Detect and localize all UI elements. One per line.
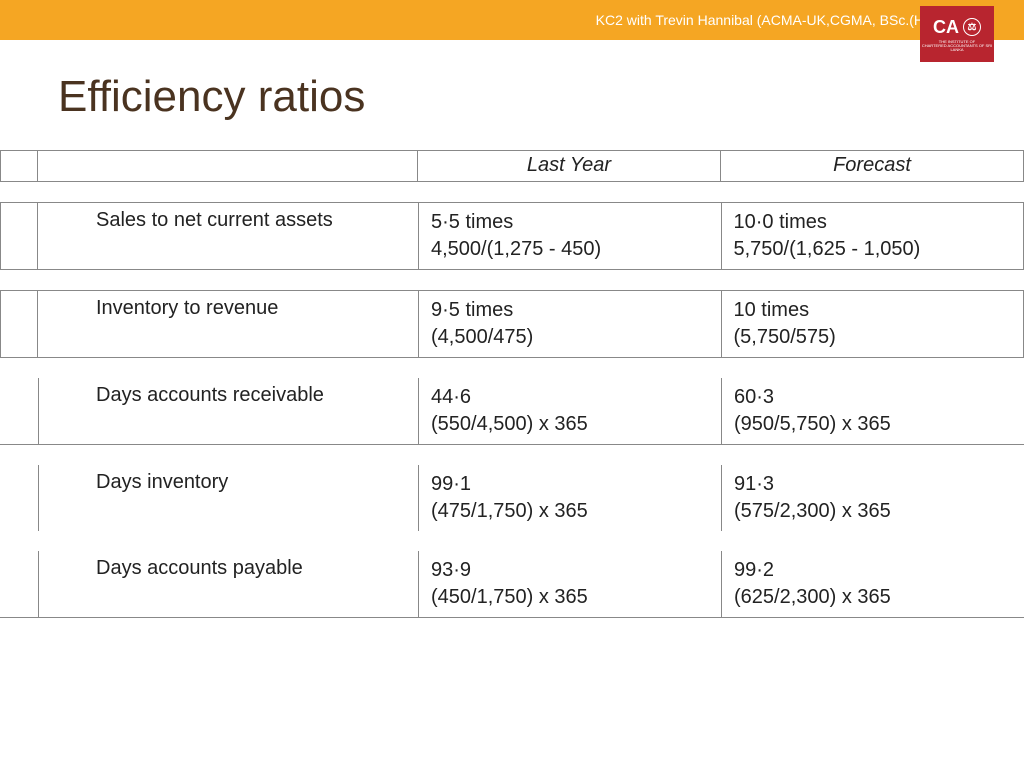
row-stub: [0, 291, 38, 357]
ratio-label: Inventory to revenue: [96, 291, 418, 357]
header-stub: [0, 151, 38, 181]
table-row: Days accounts receivable 44·6 (550/4,500…: [0, 378, 1024, 445]
ratio-last-year: 9·5 times (4,500/475): [418, 291, 721, 357]
ratio-forecast: 10·0 times 5,750/(1,625 - 1,050): [721, 203, 1024, 269]
row-stub: [0, 203, 38, 269]
row-stub: [0, 551, 38, 617]
page-title: Efficiency ratios: [58, 72, 1024, 122]
top-bar: KC2 with Trevin Hannibal (ACMA-UK,CGMA, …: [0, 0, 1024, 40]
row-indent: [38, 203, 96, 269]
ratio-forecast: 99·2 (625/2,300) x 365: [721, 551, 1024, 617]
row-stub: [0, 378, 38, 444]
logo-text: CA: [933, 17, 959, 38]
ratios-table: Last Year Forecast Sales to net current …: [0, 150, 1024, 618]
table-row: Days inventory 99·1 (475/1,750) x 365 91…: [0, 465, 1024, 531]
table-row: Sales to net current assets 5·5 times 4,…: [0, 202, 1024, 270]
ratio-label: Days accounts receivable: [96, 378, 418, 444]
ratio-forecast: 60·3 (950/5,750) x 365: [721, 378, 1024, 444]
row-stub: [0, 465, 38, 531]
logo-subtext: THE INSTITUTE OFCHARTERED ACCOUNTANTS OF…: [920, 40, 994, 52]
header-stub: [38, 151, 418, 181]
row-indent: [38, 465, 96, 531]
ratio-last-year: 5·5 times 4,500/(1,275 - 450): [418, 203, 721, 269]
table-row: Days accounts payable 93·9 (450/1,750) x…: [0, 551, 1024, 618]
logo: CA ⚖ THE INSTITUTE OFCHARTERED ACCOUNTAN…: [920, 6, 994, 62]
row-indent: [38, 551, 96, 617]
row-indent: [38, 378, 96, 444]
ratio-label: Days inventory: [96, 465, 418, 531]
ratio-last-year: 93·9 (450/1,750) x 365: [418, 551, 721, 617]
col-header-forecast: Forecast: [721, 151, 1024, 181]
table-header-row: Last Year Forecast: [0, 150, 1024, 182]
row-indent: [38, 291, 96, 357]
ratio-last-year: 44·6 (550/4,500) x 365: [418, 378, 721, 444]
ratio-label: Days accounts payable: [96, 551, 418, 617]
ratio-forecast: 91·3 (575/2,300) x 365: [721, 465, 1024, 531]
table-row: Inventory to revenue 9·5 times (4,500/47…: [0, 290, 1024, 358]
col-header-last-year: Last Year: [418, 151, 721, 181]
ratio-forecast: 10 times (5,750/575): [721, 291, 1024, 357]
scales-icon: ⚖: [963, 18, 981, 36]
ratio-label: Sales to net current assets: [96, 203, 418, 269]
ratio-last-year: 99·1 (475/1,750) x 365: [418, 465, 721, 531]
